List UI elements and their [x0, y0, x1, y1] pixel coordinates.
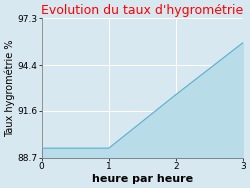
- X-axis label: heure par heure: heure par heure: [92, 174, 193, 184]
- Y-axis label: Taux hygrométrie %: Taux hygrométrie %: [4, 39, 15, 137]
- Title: Evolution du taux d'hygrométrie: Evolution du taux d'hygrométrie: [41, 4, 243, 17]
